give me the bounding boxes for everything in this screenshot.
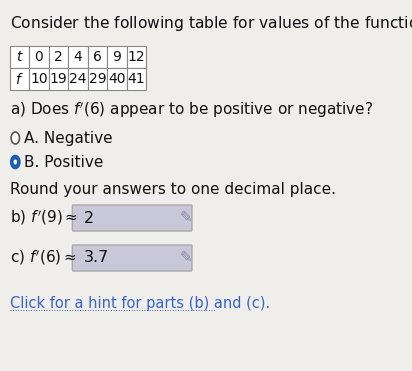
Text: ✎: ✎ — [180, 210, 193, 226]
Text: 29: 29 — [89, 72, 106, 86]
Text: B. Positive: B. Positive — [23, 154, 103, 170]
Text: 3.7: 3.7 — [84, 250, 109, 266]
Bar — [29, 68, 49, 90]
Text: 0: 0 — [35, 50, 43, 64]
Text: A. Negative: A. Negative — [23, 131, 112, 145]
Bar — [49, 46, 68, 68]
Bar — [49, 68, 68, 90]
Text: 2: 2 — [84, 210, 94, 226]
Bar — [88, 68, 107, 90]
Circle shape — [11, 132, 19, 144]
Text: Click for a hint for parts (b) and (c).: Click for a hint for parts (b) and (c). — [10, 296, 271, 311]
Circle shape — [11, 155, 20, 168]
Bar — [68, 46, 88, 68]
Text: $f$: $f$ — [15, 72, 24, 86]
Bar — [10, 46, 29, 68]
Text: 9: 9 — [112, 50, 121, 64]
Bar — [29, 46, 49, 68]
Bar — [126, 68, 146, 90]
Text: Round your answers to one decimal place.: Round your answers to one decimal place. — [10, 182, 337, 197]
Text: 6: 6 — [93, 50, 102, 64]
Text: a) Does $f'(6)$ appear to be positive or negative?: a) Does $f'(6)$ appear to be positive or… — [10, 100, 374, 119]
Text: Consider the following table for values of the function $f$.: Consider the following table for values … — [10, 14, 412, 33]
Text: 40: 40 — [108, 72, 126, 86]
Bar — [68, 68, 88, 90]
FancyBboxPatch shape — [73, 205, 192, 231]
Text: 41: 41 — [128, 72, 145, 86]
Text: 10: 10 — [30, 72, 48, 86]
Text: ✎: ✎ — [180, 250, 193, 266]
Bar — [107, 68, 126, 90]
Bar — [107, 46, 126, 68]
Text: b) $f'(9) \approx$: b) $f'(9) \approx$ — [10, 209, 79, 227]
Text: 19: 19 — [49, 72, 67, 86]
Bar — [88, 46, 107, 68]
Text: c) $f'(6) \approx$: c) $f'(6) \approx$ — [10, 249, 77, 267]
Text: 12: 12 — [128, 50, 145, 64]
Bar — [126, 46, 146, 68]
Circle shape — [14, 160, 17, 164]
Text: $t$: $t$ — [16, 50, 23, 64]
Text: 2: 2 — [54, 50, 63, 64]
Text: 4: 4 — [73, 50, 82, 64]
Bar — [10, 68, 29, 90]
Text: 24: 24 — [69, 72, 87, 86]
FancyBboxPatch shape — [73, 245, 192, 271]
